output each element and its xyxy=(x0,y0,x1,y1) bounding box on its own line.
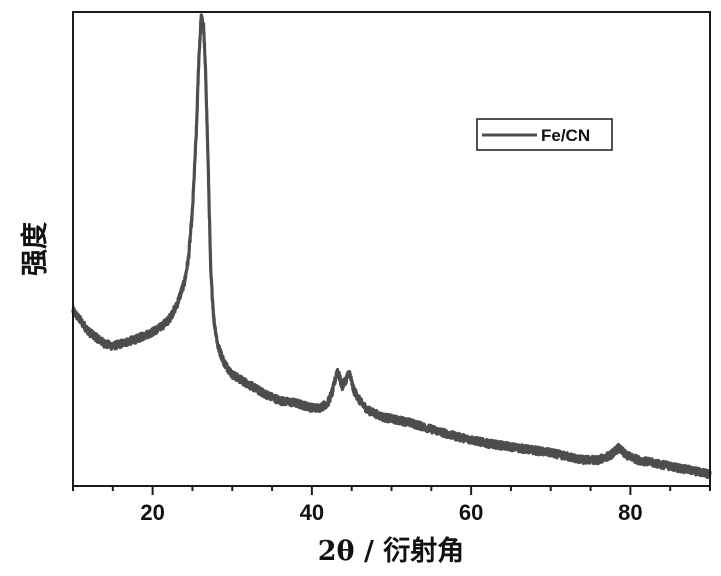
x-tick-label: 20 xyxy=(140,500,164,525)
x-tick-label: 60 xyxy=(459,500,483,525)
x-axis-ticks: 20 40 60 80 xyxy=(73,486,710,525)
legend-label-fe-cn: Fe/CN xyxy=(541,126,590,145)
plot-layer xyxy=(73,15,710,478)
legend: Fe/CN xyxy=(477,119,612,150)
x-tick-label: 40 xyxy=(300,500,324,525)
x-axis-title: 2θ / 衍射角 xyxy=(318,535,464,567)
y-axis-title: 强度 xyxy=(19,222,51,276)
x-tick-label: 80 xyxy=(618,500,642,525)
series-line-0 xyxy=(73,15,710,478)
